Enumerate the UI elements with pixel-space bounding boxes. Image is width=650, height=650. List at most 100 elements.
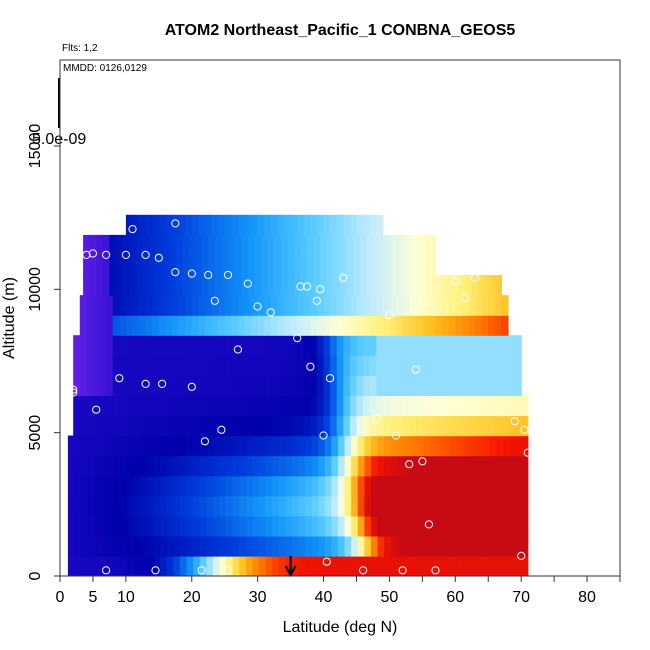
heatmap-cell [461,415,470,437]
heatmap-cell [349,214,358,236]
observation-markers [60,219,532,575]
heatmap-cell [409,335,417,356]
heatmap-cell [405,275,414,296]
heatmap-cell [469,535,477,557]
heatmap-cell [166,495,174,517]
heatmap-cell [384,475,392,497]
heatmap-cell [402,395,410,417]
heatmap-cell [430,455,438,477]
heatmap-cell [284,214,292,236]
heatmap-cell [290,295,298,316]
heatmap-cell [349,355,358,376]
observation-point [293,334,302,343]
heatmap-cell [316,375,325,396]
heatmap-cell [125,315,134,336]
heatmap-cell [442,295,450,316]
flights-label: Flts: 1,2 [62,43,98,54]
heatmap-cell [172,295,180,316]
heatmap-cell [432,275,440,296]
heatmap-cell [333,275,341,296]
heatmap-cell [211,295,219,316]
observation-point [398,566,407,575]
observation-point [223,566,233,575]
heatmap-cell [277,214,285,236]
heatmap-cell [165,375,173,396]
heatmap-cell [376,415,384,437]
heatmap-cell [410,555,418,576]
heatmap-cell [508,415,516,437]
heatmap-cell [204,214,213,236]
heatmap-cell [100,555,108,576]
heatmap-cell [425,275,433,296]
heatmap-cell [442,315,450,336]
heatmap-cell [107,555,115,576]
heatmap-cell [448,395,456,417]
heatmap-cell [254,254,262,276]
heatmap-cell [79,355,87,376]
heatmap-cell [122,234,130,256]
heatmap-cell [165,395,173,417]
heatmap-cell [366,275,374,296]
heatmap-cell [311,555,319,576]
heatmap-cell [252,435,260,457]
heatmap-cell [99,355,107,376]
heatmap-cell [86,315,94,336]
heatmap-cell [324,515,332,537]
heatmap-cell [86,395,94,417]
heatmap-cell [211,315,219,336]
heatmap-cell [357,555,365,576]
heatmap-cell [199,495,207,517]
heatmap-cell [409,355,417,376]
heatmap-cell [392,254,400,276]
heatmap-cell [371,435,379,457]
heatmap-cell [363,415,371,437]
heatmap-cell [140,475,148,497]
heatmap-cell [178,315,186,336]
heatmap-cell [323,214,331,236]
observation-point [322,557,331,566]
heatmap-cell [120,435,128,457]
heatmap-cell [257,355,265,376]
heatmap-cell [272,435,280,457]
heatmap-cell [211,375,219,396]
heatmap-cell [206,435,214,457]
observation-point [204,270,213,280]
heatmap-cell [239,455,247,477]
heatmap-cell [392,234,400,256]
heatmap-cell [307,234,315,256]
heatmap-cell [245,495,253,517]
heatmap-cell [377,495,385,517]
heatmap-cell [305,475,313,497]
heatmap-cell [173,515,181,537]
heatmap-cell [456,435,464,457]
heatmap-cell [106,295,114,316]
heatmap-cell [198,315,206,336]
heatmap-cell [402,375,410,396]
heatmap-cell [455,315,463,336]
heatmap-cell [343,214,351,236]
heatmap-cell [377,515,385,537]
observation-point [339,273,348,282]
heatmap-cell [226,495,234,517]
heatmap-cell [272,535,280,557]
heatmap-cell [410,515,418,537]
heatmap-cell [285,495,293,517]
heatmap-cell [430,535,438,557]
heatmap-cell [206,555,214,576]
observation-point [60,566,68,575]
heatmap-cell [79,395,87,417]
heatmap-cell [448,335,456,356]
heatmap-cell [112,315,120,336]
heatmap-cell [364,555,372,576]
heatmap-cell [267,234,275,256]
heatmap-cell [389,415,397,437]
heatmap-cell [469,475,477,497]
heatmap-cell [264,395,272,417]
heatmap-cell [274,275,282,296]
heatmap-cell [369,335,377,356]
heatmap-cell [389,335,397,356]
heatmap-cell [349,375,358,396]
heatmap-cell [277,295,285,316]
heatmap-cell [402,315,410,336]
heatmap-cell [102,254,110,276]
